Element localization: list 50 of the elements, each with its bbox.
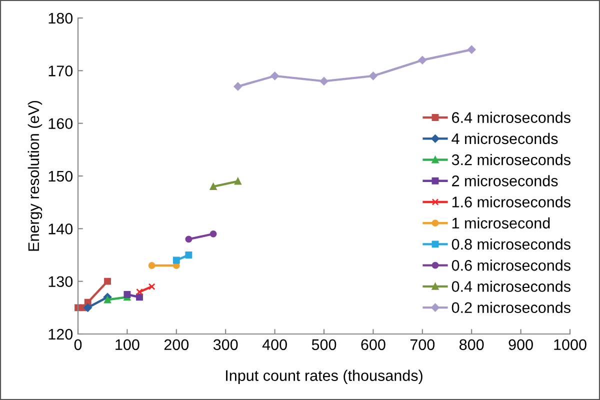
point <box>270 72 279 80</box>
x-tick-label: 300 <box>213 339 238 350</box>
legend-label: 4 microseconds <box>452 132 558 144</box>
legend-label: 3.2 microseconds <box>452 154 570 166</box>
x-axis-title: Input count rates (thousands) <box>226 370 422 384</box>
point <box>369 72 378 80</box>
point <box>124 291 131 298</box>
y-tick-label: 170 <box>48 66 73 76</box>
y-tick-label: 130 <box>48 276 73 288</box>
point <box>84 304 92 312</box>
point <box>320 77 328 86</box>
point <box>234 178 242 185</box>
point <box>104 296 111 304</box>
legend-label: 0.8 microseconds <box>452 238 570 250</box>
x-tick-label: 100 <box>116 339 140 350</box>
legend-label: 1.6 microseconds <box>452 196 570 208</box>
x-tick-label: 800 <box>460 339 484 350</box>
point <box>234 82 242 91</box>
point <box>185 236 192 243</box>
legend-label: 0.4 microseconds <box>452 280 570 292</box>
x-tick-label: 600 <box>361 339 386 350</box>
x-tick-label: 400 <box>262 339 287 350</box>
y-tick-label: 180 <box>48 12 73 24</box>
legend-label: 0.2 microseconds <box>452 302 570 314</box>
point <box>467 45 476 54</box>
y-axis-title: Energy resolution (eV) <box>28 100 42 251</box>
y-tick-label: 140 <box>48 224 73 234</box>
point <box>104 278 111 285</box>
point <box>210 230 217 238</box>
y-tick-label: 160 <box>48 118 73 130</box>
x-tick-label: 700 <box>410 339 435 350</box>
x-tick-label: 900 <box>508 339 533 350</box>
x-tick-label: 0 <box>74 339 82 350</box>
point <box>418 56 427 64</box>
legend-label: 6.4 microseconds <box>452 112 570 123</box>
x-tick-label: 200 <box>164 339 189 350</box>
point <box>136 288 143 296</box>
x-tick-label: 500 <box>312 339 336 350</box>
legend-label: 0.6 microseconds <box>452 260 570 271</box>
point <box>210 183 217 190</box>
point <box>148 283 156 290</box>
x-tick-label: 1000 <box>554 339 586 350</box>
point <box>185 252 192 258</box>
y-tick-label: 120 <box>48 328 73 340</box>
point <box>148 262 156 270</box>
y-tick-label: 150 <box>48 170 73 182</box>
legend-label: 2 microseconds <box>452 175 558 186</box>
legend-label: 1 microsecond <box>452 217 550 229</box>
point <box>172 256 180 264</box>
point <box>136 294 143 301</box>
